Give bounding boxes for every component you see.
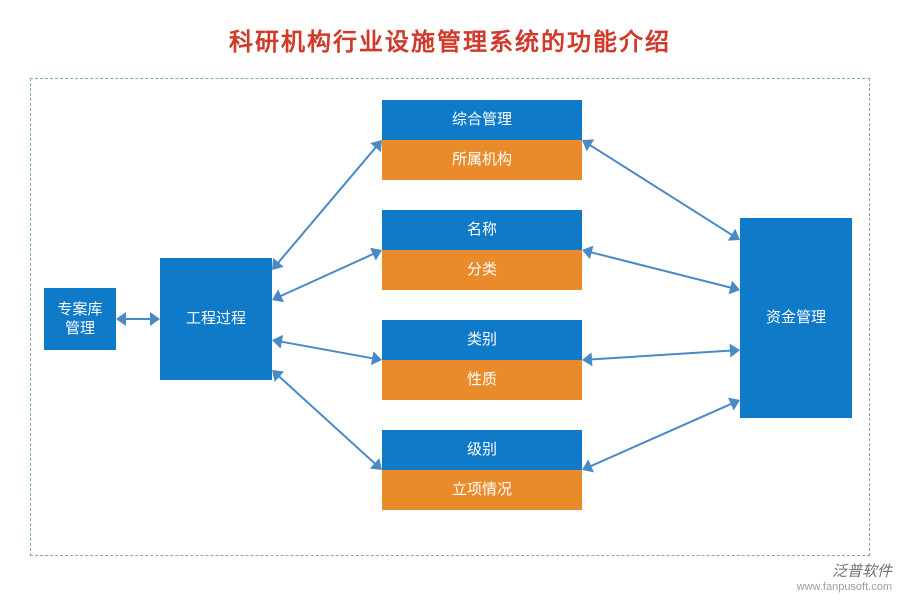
node-c3_bot: 性质 xyxy=(382,360,582,400)
watermark-brand: 泛普软件 xyxy=(832,563,892,580)
node-c2_bot: 分类 xyxy=(382,250,582,290)
node-c2_top: 名称 xyxy=(382,210,582,250)
node-proc: 工程过程 xyxy=(160,258,272,380)
node-right: 资金管理 xyxy=(740,218,852,418)
page-title: 科研机构行业设施管理系统的功能介绍 xyxy=(0,0,900,57)
watermark-url: www.fanpusoft.com xyxy=(797,581,892,593)
node-c1_bot: 所属机构 xyxy=(382,140,582,180)
node-left: 专案库管理 xyxy=(44,288,116,350)
node-c3_top: 类别 xyxy=(382,320,582,360)
node-c4_top: 级别 xyxy=(382,430,582,470)
node-c4_bot: 立项情况 xyxy=(382,470,582,510)
node-c1_top: 综合管理 xyxy=(382,100,582,140)
watermark: 泛普软件 www.fanpusoft.com xyxy=(797,563,892,594)
